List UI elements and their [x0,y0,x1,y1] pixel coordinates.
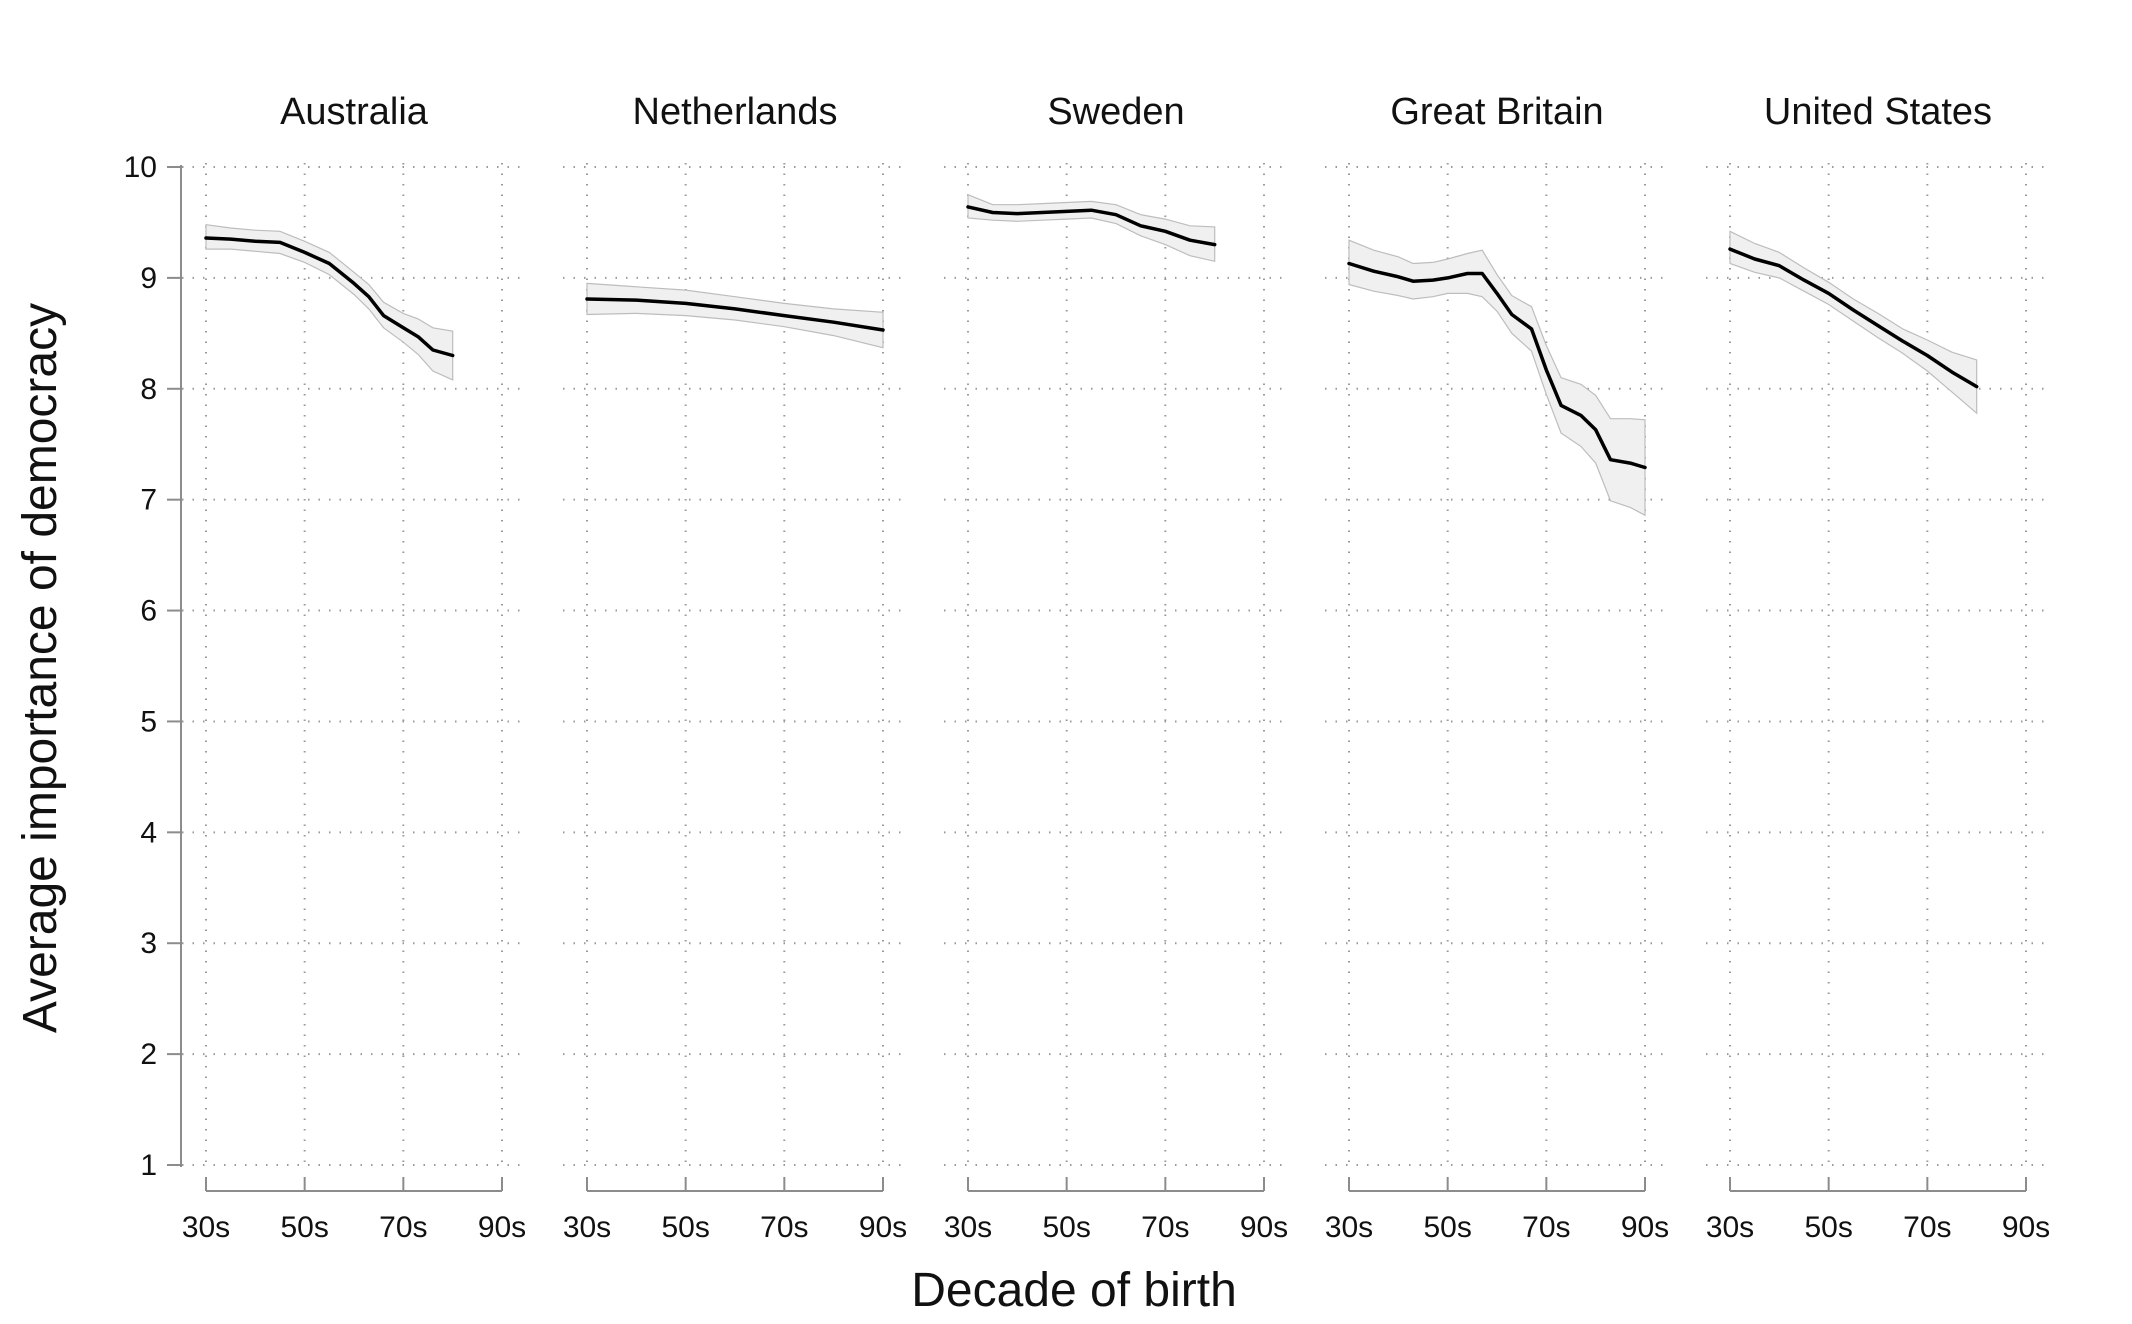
x-tick-label: 50s [1423,1211,1471,1244]
y-axis-title: Average importance of democracy [14,303,67,1033]
y-tick-label: 9 [140,262,157,295]
y-tick-label: 6 [140,595,157,628]
x-tick-label: 50s [280,1211,328,1244]
panel-title: Netherlands [633,91,838,133]
series-layer [204,193,1979,517]
x-tick-label: 50s [661,1211,709,1244]
y-tick-label: 1 [140,1149,157,1182]
series-line [966,205,1217,247]
x-tick-label: 90s [859,1211,907,1244]
confidence-band [586,282,884,349]
x-tick-label: 30s [944,1211,992,1244]
panel-title: Sweden [1047,91,1184,133]
y-tick-label: 5 [140,705,157,738]
y-tick-label: 4 [140,816,157,849]
y-tick-label: 10 [124,151,157,184]
x-tick-label: 50s [1042,1211,1090,1244]
series-line [204,236,455,358]
confidence-band [1729,230,1978,415]
x-tick-label: 90s [2002,1211,2050,1244]
series-line [585,297,885,332]
x-tick-label: 30s [1325,1211,1373,1244]
label-layer: 1 2 3 4 5 6 7 8 9 10 Australia 30s 50s 70s 90s Netherla… [124,91,2051,1244]
panel-title: Great Britain [1390,91,1603,133]
x-tick-label: 30s [1706,1211,1754,1244]
y-tick-label: 8 [140,373,157,406]
y-tick-label: 7 [140,484,157,517]
x-tick-label: 90s [478,1211,526,1244]
x-tick-label: 70s [1903,1211,1951,1244]
x-tick-label: 90s [1240,1211,1288,1244]
x-tick-label: 30s [563,1211,611,1244]
x-tick-label: 70s [1141,1211,1189,1244]
axis-layer [167,165,2027,1192]
x-tick-label: 90s [1621,1211,1669,1244]
y-tick-label: 2 [140,1038,157,1071]
series-line [1347,261,1647,470]
y-tick-label: 3 [140,927,157,960]
x-tick-label: 50s [1804,1211,1852,1244]
x-tick-label: 70s [1522,1211,1570,1244]
x-tick-label: 70s [379,1211,427,1244]
panel-title: United States [1764,91,1992,133]
series-line [1728,247,1979,389]
x-tick-label: 30s [182,1211,230,1244]
x-tick-label: 70s [760,1211,808,1244]
x-axis-title: Decade of birth [911,1264,1237,1317]
panel-title: Australia [280,91,429,133]
